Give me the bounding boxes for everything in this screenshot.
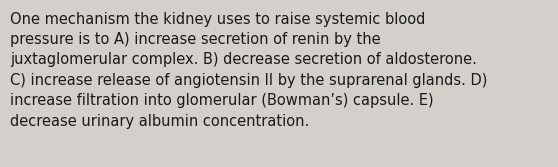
Text: One mechanism the kidney uses to raise systemic blood
pressure is to A) increase: One mechanism the kidney uses to raise s… [10, 12, 488, 129]
